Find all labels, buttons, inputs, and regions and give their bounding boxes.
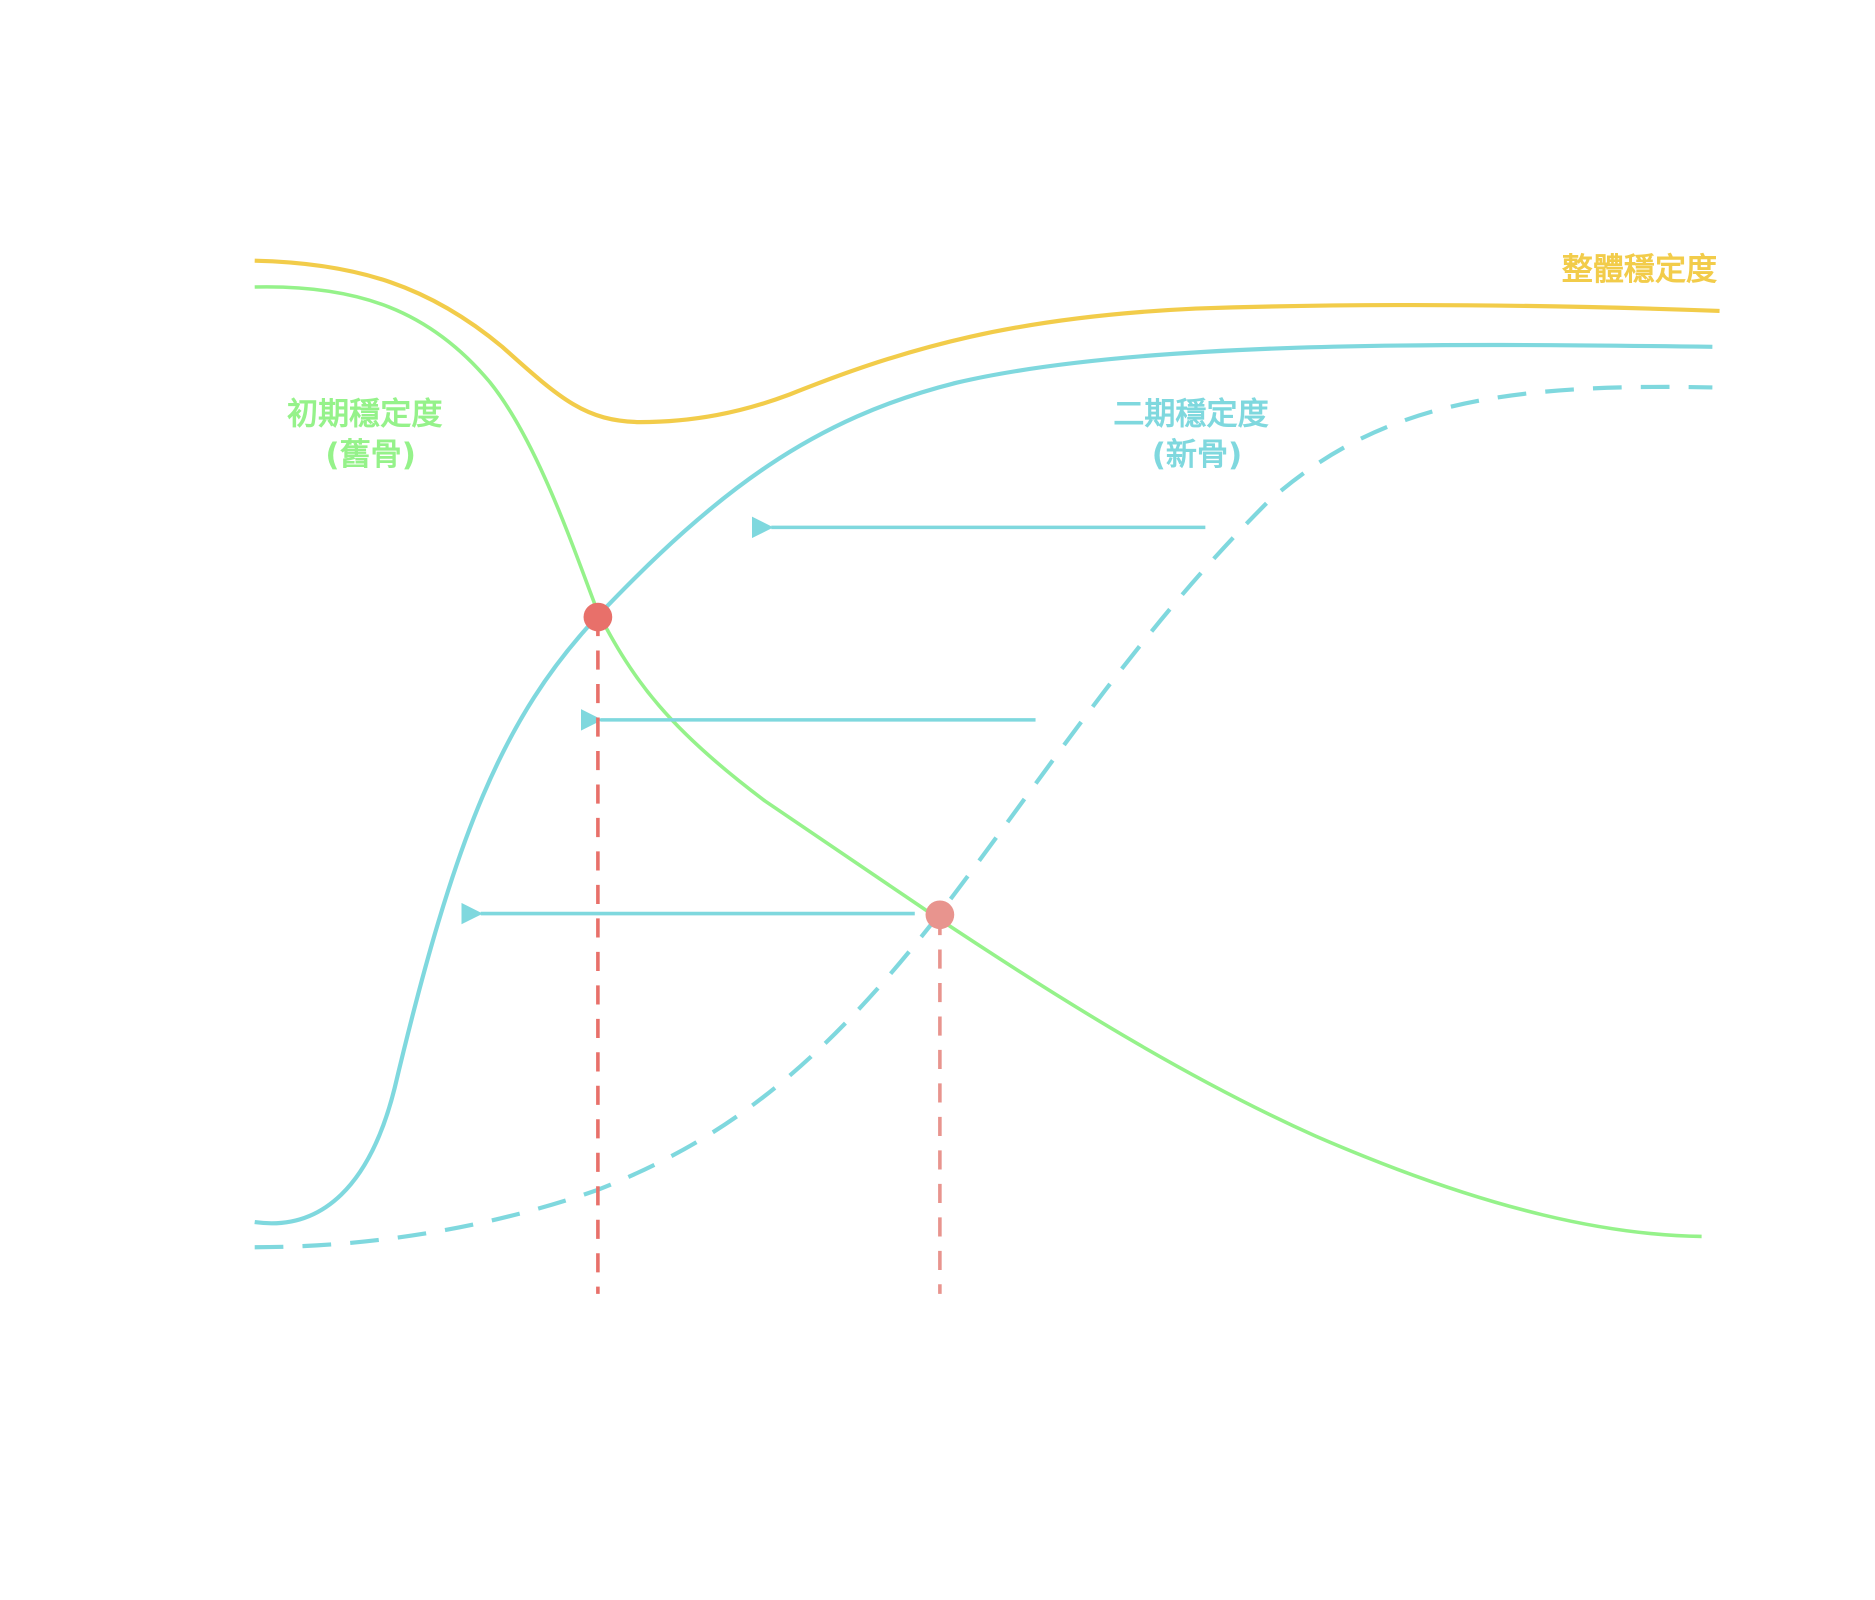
intersection-point-1	[583, 602, 613, 632]
primary-stability-label: 初期穩定度	[287, 397, 443, 433]
intersection-point-2	[925, 900, 955, 930]
overall-stability-label: 整體穩定度	[1562, 252, 1718, 288]
secondary-stability-curve	[254, 342, 1713, 1226]
primary-stability-sublabel: (舊骨)	[325, 437, 416, 473]
secondary-stability-dashed-curve	[254, 384, 1713, 1250]
primary-stability-curve	[254, 285, 1702, 1239]
overall-stability-curve	[254, 258, 1720, 425]
secondary-stability-label: 二期穩定度	[1113, 397, 1269, 433]
secondary-stability-sublabel: (新骨)	[1152, 437, 1243, 473]
